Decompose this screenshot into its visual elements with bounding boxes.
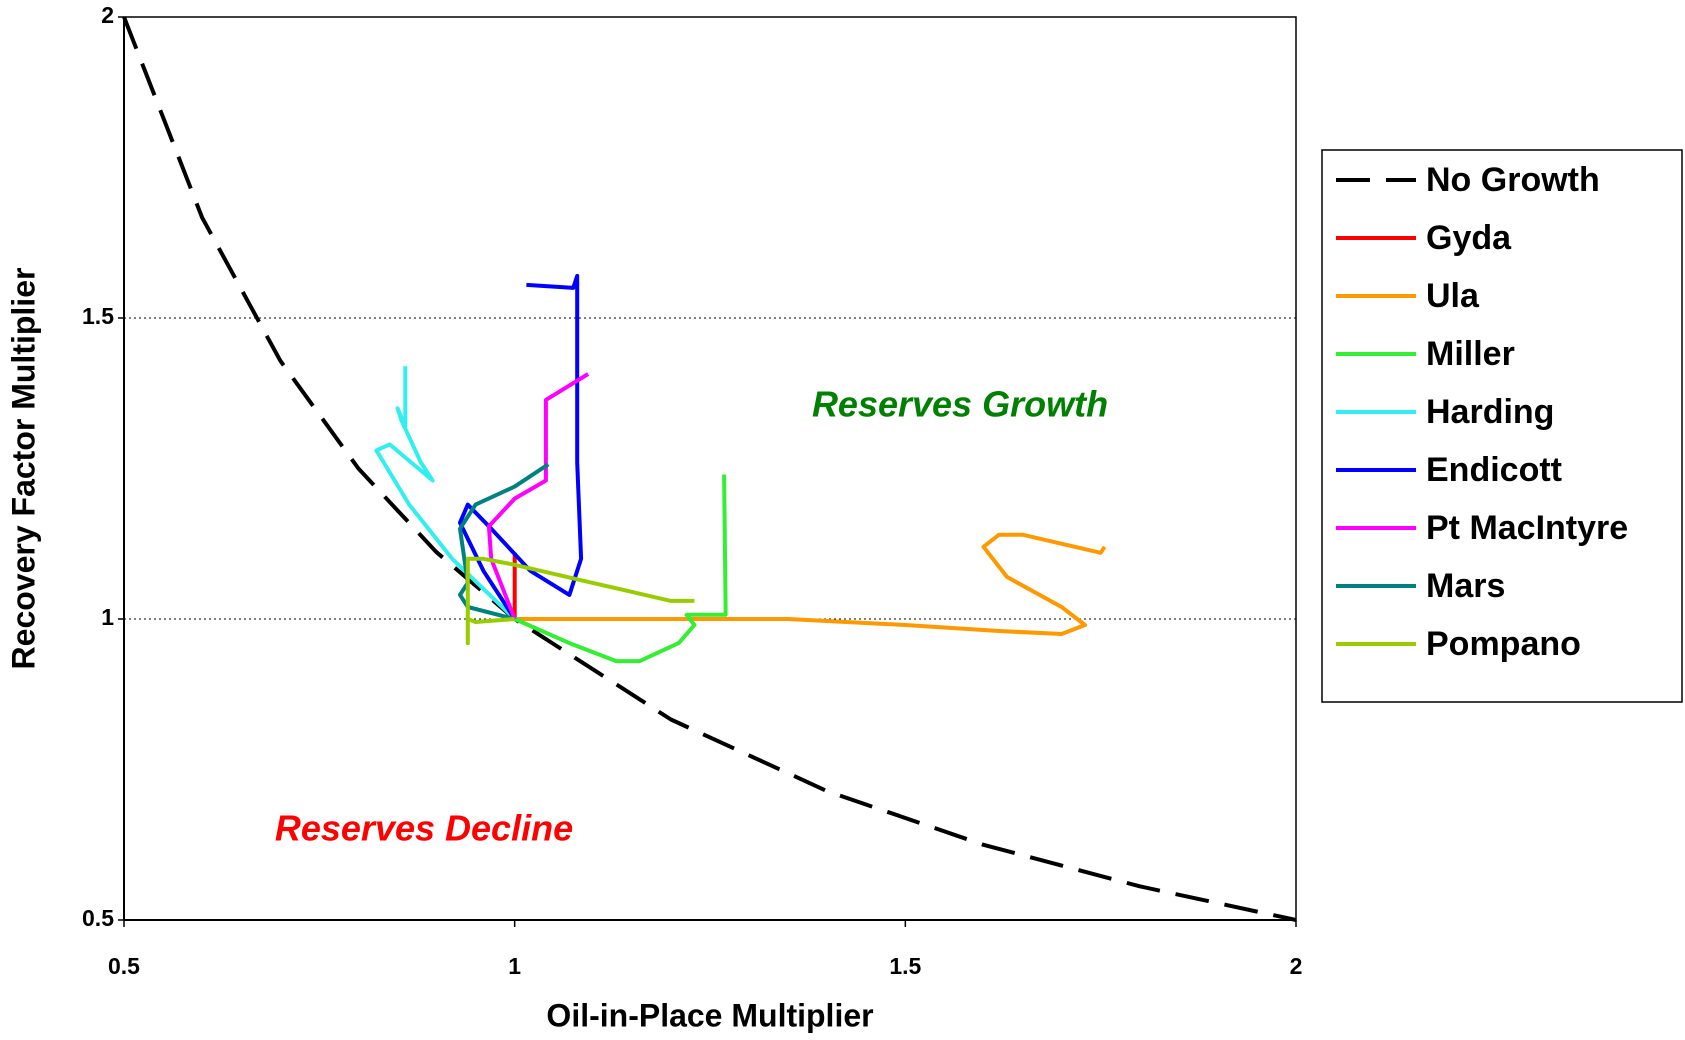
legend-label: Ula <box>1426 277 1480 315</box>
series-line <box>513 474 728 664</box>
y-tick-label: 1 <box>101 604 114 630</box>
series-line <box>514 532 1107 636</box>
legend-box <box>1321 149 1683 703</box>
y-tick-label: 2 <box>101 2 114 28</box>
legend-label: Pt MacIntyre <box>1426 509 1628 547</box>
x-tick-label: 0.5 <box>108 953 140 979</box>
legend-label: Gyda <box>1426 219 1512 257</box>
legend-label: Miller <box>1426 335 1515 373</box>
legend-label: Mars <box>1426 567 1505 605</box>
series-line <box>465 556 695 646</box>
series-line <box>374 366 517 621</box>
legend-label: Endicott <box>1426 451 1562 489</box>
y-tick-label: 0.5 <box>82 905 114 931</box>
x-tick-label: 1.5 <box>889 953 921 979</box>
y-axis-title: Recovery Factor Multiplier <box>5 268 41 670</box>
plot-area <box>123 16 1297 921</box>
y-tick-label: 1.5 <box>82 303 114 329</box>
legend-label: Harding <box>1426 393 1554 431</box>
x-tick-label: 1 <box>508 953 521 979</box>
series-line <box>458 273 584 621</box>
x-tick-label: 2 <box>1290 953 1303 979</box>
annotation: Reserves Decline <box>275 808 573 849</box>
legend-label: Pompano <box>1426 625 1581 663</box>
x-axis-title: Oil-in-Place Multiplier <box>546 997 873 1033</box>
annotation: Reserves Growth <box>812 384 1108 425</box>
legend-label: No Growth <box>1426 161 1600 199</box>
